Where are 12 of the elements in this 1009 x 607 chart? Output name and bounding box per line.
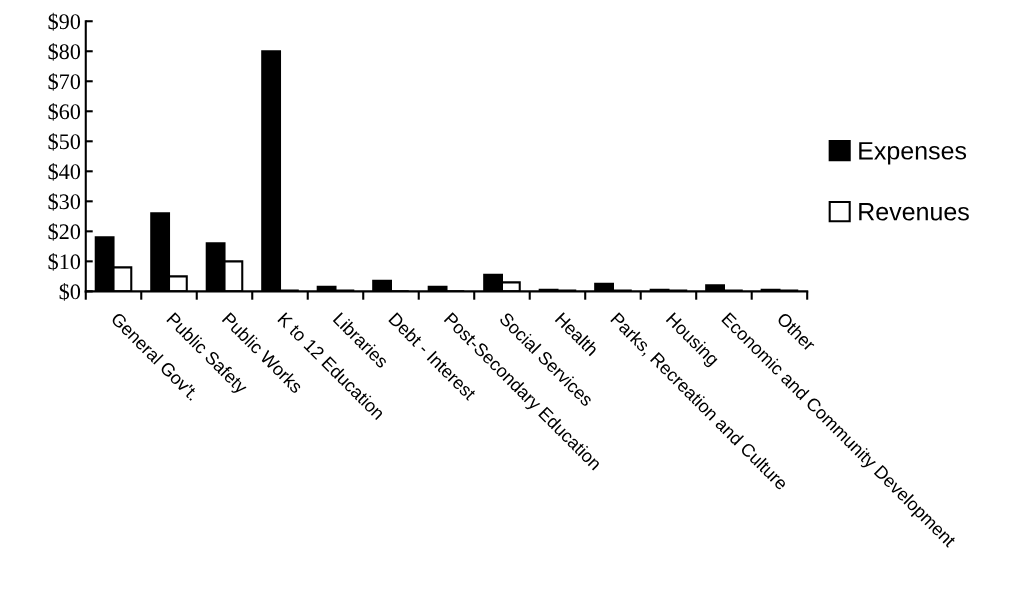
y-tick-label: $40 [48, 162, 81, 181]
y-tick-label: $30 [48, 192, 81, 211]
legend-label: Revenues [859, 203, 969, 221]
y-tick-label: $60 [48, 102, 81, 121]
y-tick-label: $50 [48, 132, 81, 151]
y-tick-label: $20 [48, 222, 81, 241]
y-tick-label: $70 [48, 72, 81, 91]
y-tick-label: $10 [48, 252, 81, 271]
legend-label: Expenses [859, 142, 967, 165]
y-tick-label: $90 [48, 12, 81, 31]
y-tick-label: $0 [59, 282, 81, 301]
y-tick-label: $80 [48, 42, 81, 61]
